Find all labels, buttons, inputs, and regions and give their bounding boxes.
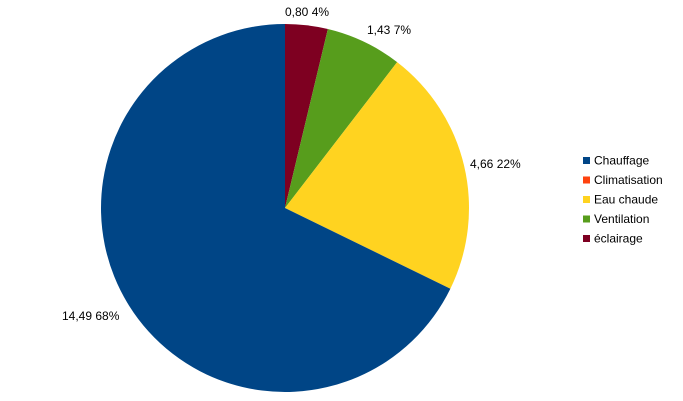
pie-slice-eau-chaude — [285, 62, 470, 289]
legend: Chauffage Climatisation Eau chaude Ventilat… — [583, 154, 663, 246]
legend-swatch-chauffage — [583, 157, 590, 164]
legend-swatch-eclairage — [583, 235, 590, 242]
pie-slice-chauffage — [101, 24, 451, 392]
data-label-ventilation: 1,43 7% — [367, 23, 411, 37]
legend-label-eclairage: éclairage — [594, 232, 643, 246]
legend-label-eau-chaude: Eau chaude — [594, 193, 658, 207]
pie-slice-ventilation — [285, 29, 398, 209]
pie-slice-eclairage — [285, 23, 328, 208]
legend-label-climatisation: Climatisation — [594, 173, 663, 187]
legend-label-ventilation: Ventilation — [594, 212, 649, 226]
data-label-eclairage: 0,80 4% — [285, 5, 329, 19]
slice-labels: 0,80 4% 1,43 7% 4,66 22% 14,49 68% — [62, 5, 521, 323]
pie-slices — [101, 23, 470, 392]
legend-swatch-eau-chaude — [583, 196, 590, 203]
legend-label-chauffage: Chauffage — [594, 154, 649, 168]
legend-swatch-climatisation — [583, 176, 590, 184]
data-label-eau-chaude: 4,66 22% — [470, 157, 521, 171]
data-label-chauffage: 14,49 68% — [62, 309, 120, 323]
legend-swatch-ventilation — [583, 215, 590, 223]
